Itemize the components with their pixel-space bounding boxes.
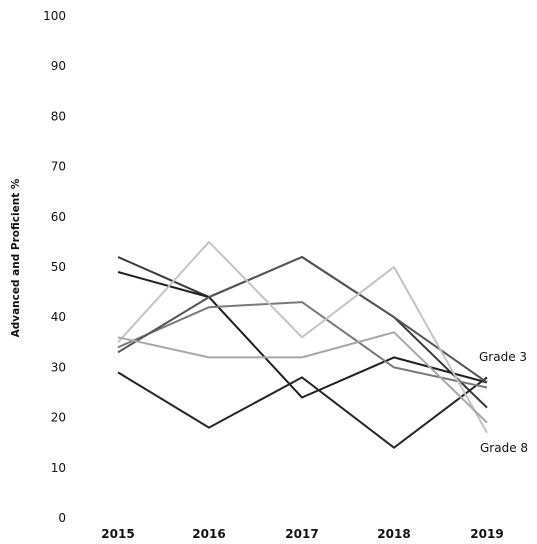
y-tick-label: 10	[51, 461, 66, 475]
y-tick-label: 60	[51, 210, 66, 224]
y-tick-labels: 0 10 20 30 40 50 60 70 80 90 100	[43, 9, 66, 525]
series-line-2	[117, 271, 488, 399]
series-lines	[117, 240, 488, 449]
series-line-6	[117, 240, 488, 434]
series-line-3	[117, 371, 488, 449]
x-tick-labels: 2015 2016 2017 2018 2019	[101, 527, 503, 541]
x-tick-label: 2019	[470, 527, 503, 541]
y-tick-label: 100	[43, 9, 66, 23]
series-line-7	[117, 331, 488, 424]
y-axis-title: Advanced and Proficient %	[10, 178, 22, 337]
y-tick-label: 30	[51, 360, 66, 374]
annotation-grade-8: Grade 8	[480, 441, 528, 455]
annotation-grade-3: Grade 3	[479, 350, 527, 364]
x-tick-label: 2017	[285, 527, 318, 541]
y-tick-label: 20	[51, 411, 66, 425]
y-tick-label: 50	[51, 260, 66, 274]
series-line-4	[117, 301, 488, 389]
y-tick-label: 40	[51, 310, 66, 324]
x-tick-label: 2018	[377, 527, 410, 541]
y-tick-label: 70	[51, 160, 66, 174]
series-line-5	[117, 256, 488, 384]
y-tick-label: 0	[58, 511, 66, 525]
y-tick-label: 90	[51, 59, 66, 73]
x-tick-label: 2016	[192, 527, 225, 541]
x-tick-label: 2015	[101, 527, 134, 541]
y-tick-label: 80	[51, 109, 66, 123]
